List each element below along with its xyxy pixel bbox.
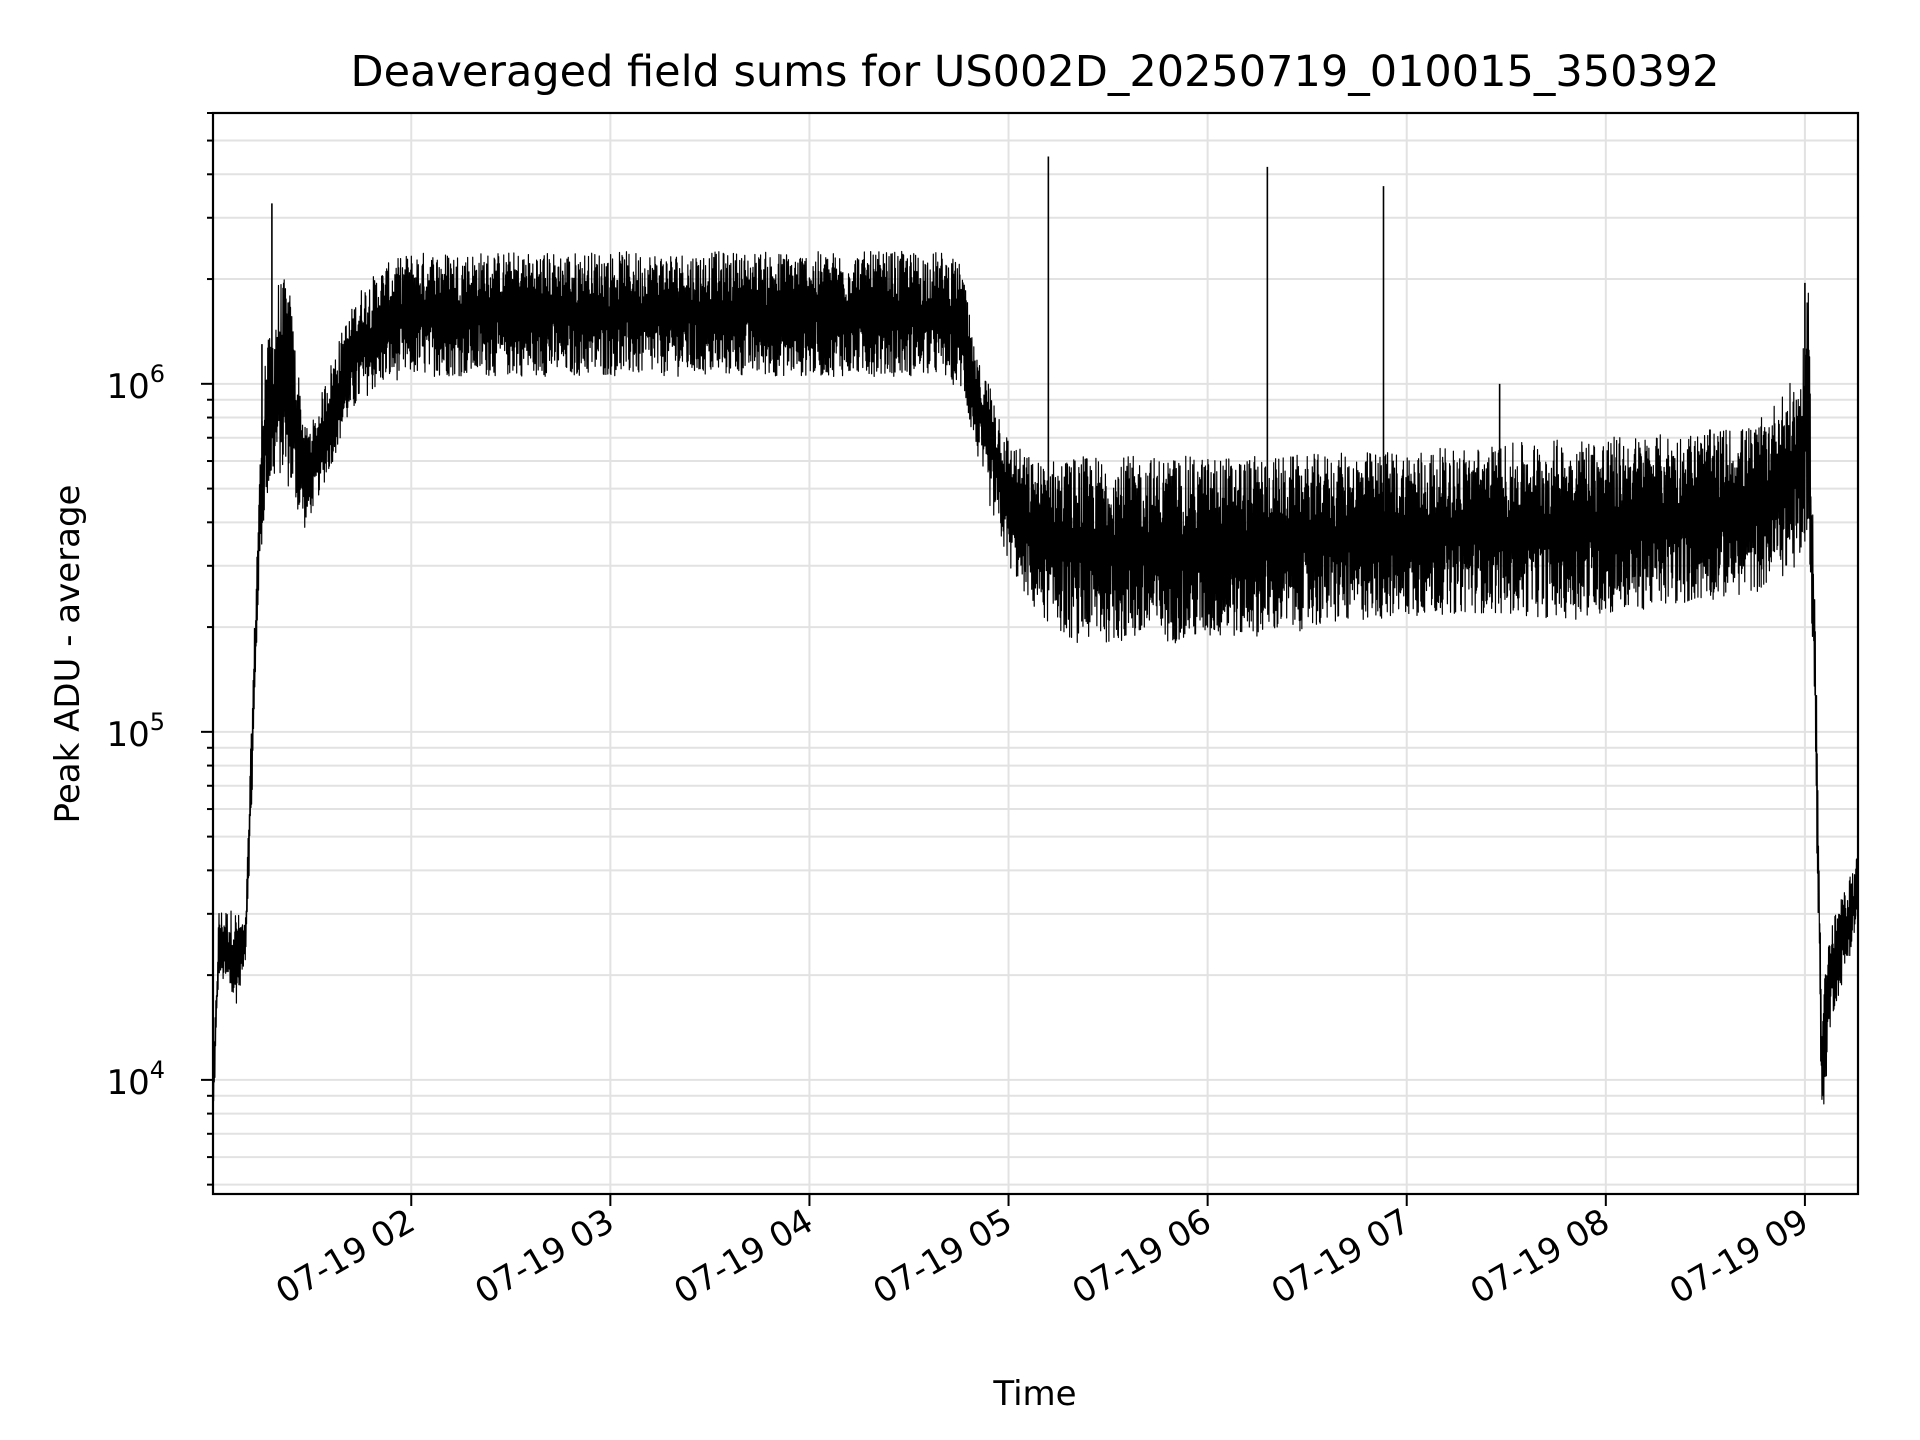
chart-title: Deaveraged field sums for US002D_2025071… xyxy=(350,47,1719,97)
y-tick-base: 10 xyxy=(106,715,149,755)
y-tick-label: 106 xyxy=(106,360,165,407)
y-tick-exponent: 5 xyxy=(150,708,165,736)
series-layer xyxy=(212,156,1859,1118)
plot-frame xyxy=(211,111,1860,1196)
y-axis-label: Peak ADU - average xyxy=(48,485,88,824)
y-tick-exponent: 6 xyxy=(150,360,165,388)
x-axis-label: Time xyxy=(992,1374,1076,1414)
series-line xyxy=(212,250,1859,1118)
y-tick-base: 10 xyxy=(106,367,149,407)
y-tick-exponent: 4 xyxy=(150,1056,165,1084)
y-tick-label: 104 xyxy=(106,1056,165,1103)
y-tick-label: 105 xyxy=(106,708,165,755)
y-tick-base: 10 xyxy=(106,1063,149,1103)
